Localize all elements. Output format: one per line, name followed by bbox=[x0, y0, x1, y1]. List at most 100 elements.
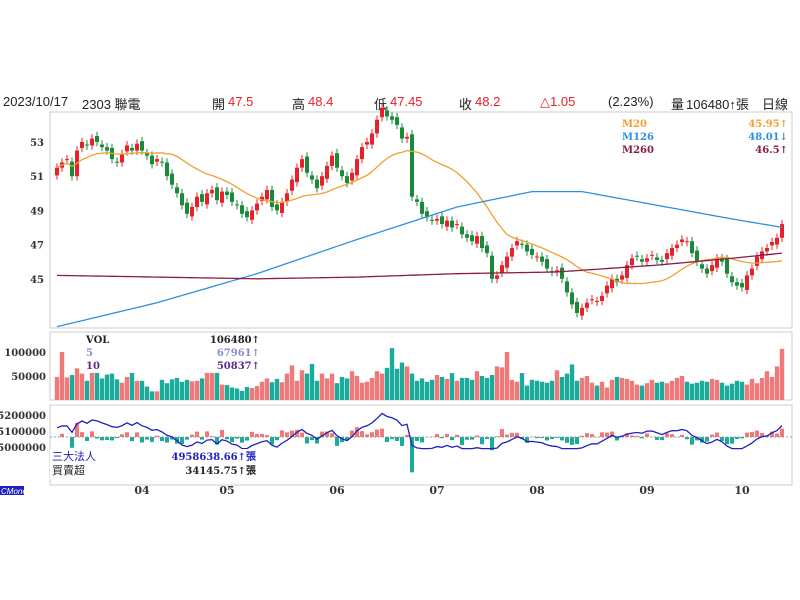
volume-bar bbox=[394, 368, 400, 400]
inst-net-bar bbox=[645, 433, 649, 437]
inst-net-bar bbox=[565, 437, 569, 443]
inst-net-bar bbox=[85, 437, 89, 441]
volume-bar bbox=[234, 388, 240, 400]
candle-down bbox=[735, 282, 739, 286]
volume-bar bbox=[599, 381, 605, 400]
candle-down bbox=[700, 264, 704, 269]
volume-bar bbox=[339, 376, 345, 400]
inst-net-bar bbox=[350, 430, 354, 437]
volume-bar bbox=[539, 381, 545, 400]
candle-down bbox=[530, 248, 534, 255]
volume-bar bbox=[449, 373, 455, 400]
candle-up bbox=[320, 176, 324, 186]
inst-net-bar bbox=[435, 433, 439, 437]
m260-label: M260 bbox=[622, 145, 654, 156]
volume-bar bbox=[64, 377, 70, 400]
inst-tick-label: 5000000 bbox=[0, 443, 46, 454]
candle-up bbox=[375, 119, 379, 134]
price-tick-label: 45 bbox=[30, 275, 44, 286]
volume-bar bbox=[694, 382, 700, 400]
candle-up bbox=[445, 220, 449, 227]
volume-bar bbox=[129, 371, 135, 400]
candle-up bbox=[455, 224, 459, 226]
candle-down bbox=[525, 244, 529, 252]
inst-net-bar bbox=[450, 437, 454, 441]
candle-down bbox=[390, 116, 394, 120]
inst-net-bar bbox=[700, 437, 704, 443]
candle-down bbox=[270, 189, 274, 207]
m20-label: M20 bbox=[622, 119, 647, 130]
volume-tick-label: 100000 bbox=[4, 348, 46, 359]
inst-net-bar bbox=[485, 437, 489, 439]
candle-down bbox=[660, 259, 664, 262]
volume-bar bbox=[759, 377, 765, 400]
inst-net-bar bbox=[290, 430, 294, 437]
candle-up bbox=[355, 159, 359, 176]
inst-net-bar bbox=[235, 437, 239, 439]
inst-net-bar bbox=[225, 437, 229, 440]
candle-up bbox=[135, 143, 139, 151]
price-tick-label: 49 bbox=[30, 206, 44, 217]
volume-bar bbox=[94, 371, 100, 400]
candle-down bbox=[70, 161, 74, 177]
candle-up bbox=[295, 167, 299, 183]
inst-net-bar bbox=[475, 435, 479, 437]
inst-net-bar bbox=[445, 433, 449, 437]
volume-bar bbox=[369, 377, 375, 400]
ma-legend bbox=[618, 114, 790, 156]
candle-down bbox=[695, 250, 699, 262]
volume-bar bbox=[634, 384, 640, 400]
month-label: 05 bbox=[219, 484, 234, 497]
candle-down bbox=[315, 179, 319, 189]
candle-down bbox=[730, 276, 734, 283]
volume-bar bbox=[689, 383, 695, 400]
inst-net-bar bbox=[155, 435, 159, 437]
volume-bar bbox=[134, 380, 140, 400]
volume-bar bbox=[74, 368, 80, 400]
candle-up bbox=[745, 275, 749, 290]
candle-down bbox=[305, 156, 309, 173]
inst-net-bar bbox=[440, 437, 444, 439]
volume-bar bbox=[514, 381, 520, 400]
inst-net-bar bbox=[545, 437, 549, 441]
volume-bar bbox=[204, 371, 210, 400]
inst-net-bar bbox=[535, 437, 539, 439]
volume-bar bbox=[99, 378, 105, 400]
period-selector[interactable]: 日線 bbox=[762, 97, 789, 112]
m20-line bbox=[56, 149, 783, 285]
candle-down bbox=[395, 117, 399, 125]
candle-up bbox=[265, 189, 269, 200]
inst-net-bar bbox=[515, 432, 519, 437]
candle-up bbox=[680, 239, 684, 243]
candle-up bbox=[650, 254, 654, 256]
volume-bar bbox=[489, 375, 495, 400]
candle-down bbox=[215, 187, 219, 201]
inst-net-bar bbox=[555, 437, 559, 438]
inst-tick-label: 5100000 bbox=[0, 427, 46, 438]
candle-down bbox=[640, 259, 644, 262]
candle-down bbox=[520, 243, 524, 245]
volume-bar bbox=[679, 376, 685, 400]
inst-net-bar bbox=[170, 437, 174, 440]
inst-net-bar bbox=[695, 437, 699, 441]
inst-net-bar bbox=[720, 437, 724, 441]
volume-bar bbox=[674, 377, 680, 400]
volume-bar bbox=[719, 382, 725, 400]
candle-up bbox=[280, 201, 284, 213]
candle-up bbox=[595, 301, 599, 303]
inst-net-bar bbox=[195, 431, 199, 437]
candle-up bbox=[555, 270, 559, 272]
month-label: 06 bbox=[329, 484, 345, 497]
volume-bar bbox=[569, 364, 575, 400]
volume-bar bbox=[589, 382, 595, 400]
volume-bar bbox=[244, 387, 250, 400]
inst-legend bbox=[50, 449, 258, 479]
inst-net-bar bbox=[240, 437, 244, 443]
volume-bar bbox=[579, 377, 585, 400]
candle-down bbox=[345, 176, 349, 184]
candle-down bbox=[540, 256, 544, 262]
candle-down bbox=[705, 268, 709, 274]
volume-bar bbox=[619, 377, 625, 400]
inst-net-bar bbox=[740, 437, 744, 439]
volume-legend bbox=[82, 333, 262, 373]
